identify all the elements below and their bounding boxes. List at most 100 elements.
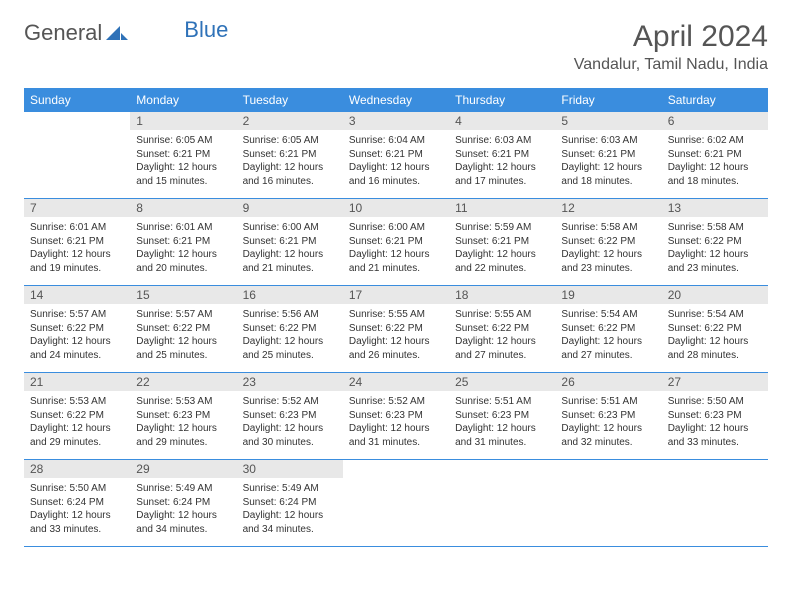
day-number: 30 bbox=[237, 460, 343, 478]
daylight-line: Daylight: 12 hours and 20 minutes. bbox=[136, 248, 230, 275]
sunset-line: Sunset: 6:24 PM bbox=[30, 496, 124, 510]
day-details bbox=[662, 478, 768, 540]
sunrise-line: Sunrise: 6:01 AM bbox=[30, 221, 124, 235]
calendar-week-row: 1Sunrise: 6:05 AMSunset: 6:21 PMDaylight… bbox=[24, 112, 768, 199]
calendar-day-cell bbox=[662, 460, 768, 547]
calendar-week-row: 21Sunrise: 5:53 AMSunset: 6:22 PMDayligh… bbox=[24, 373, 768, 460]
day-details: Sunrise: 6:02 AMSunset: 6:21 PMDaylight:… bbox=[662, 130, 768, 198]
sunset-line: Sunset: 6:23 PM bbox=[668, 409, 762, 423]
sunset-line: Sunset: 6:21 PM bbox=[136, 235, 230, 249]
day-details: Sunrise: 6:01 AMSunset: 6:21 PMDaylight:… bbox=[130, 217, 236, 285]
sunset-line: Sunset: 6:22 PM bbox=[455, 322, 549, 336]
weekday-header: Tuesday bbox=[237, 88, 343, 112]
sunrise-line: Sunrise: 5:58 AM bbox=[561, 221, 655, 235]
day-details: Sunrise: 6:03 AMSunset: 6:21 PMDaylight:… bbox=[555, 130, 661, 198]
day-number bbox=[24, 112, 130, 130]
daylight-line: Daylight: 12 hours and 18 minutes. bbox=[668, 161, 762, 188]
day-details: Sunrise: 6:03 AMSunset: 6:21 PMDaylight:… bbox=[449, 130, 555, 198]
daylight-line: Daylight: 12 hours and 31 minutes. bbox=[349, 422, 443, 449]
calendar-day-cell bbox=[555, 460, 661, 547]
sunrise-line: Sunrise: 5:57 AM bbox=[136, 308, 230, 322]
day-details: Sunrise: 5:55 AMSunset: 6:22 PMDaylight:… bbox=[449, 304, 555, 372]
sunrise-line: Sunrise: 5:56 AM bbox=[243, 308, 337, 322]
day-number: 11 bbox=[449, 199, 555, 217]
sunset-line: Sunset: 6:24 PM bbox=[243, 496, 337, 510]
calendar-day-cell: 30Sunrise: 5:49 AMSunset: 6:24 PMDayligh… bbox=[237, 460, 343, 547]
weekday-header: Friday bbox=[555, 88, 661, 112]
sunrise-line: Sunrise: 5:51 AM bbox=[455, 395, 549, 409]
page-header: General Blue April 2024 Vandalur, Tamil … bbox=[24, 20, 768, 74]
calendar-day-cell: 7Sunrise: 6:01 AMSunset: 6:21 PMDaylight… bbox=[24, 199, 130, 286]
sunset-line: Sunset: 6:23 PM bbox=[243, 409, 337, 423]
day-details bbox=[24, 130, 130, 192]
calendar-day-cell: 9Sunrise: 6:00 AMSunset: 6:21 PMDaylight… bbox=[237, 199, 343, 286]
sunset-line: Sunset: 6:22 PM bbox=[349, 322, 443, 336]
sunrise-line: Sunrise: 6:04 AM bbox=[349, 134, 443, 148]
day-number bbox=[555, 460, 661, 478]
day-details: Sunrise: 5:49 AMSunset: 6:24 PMDaylight:… bbox=[237, 478, 343, 546]
day-details: Sunrise: 5:49 AMSunset: 6:24 PMDaylight:… bbox=[130, 478, 236, 546]
day-number: 19 bbox=[555, 286, 661, 304]
sunrise-line: Sunrise: 5:55 AM bbox=[349, 308, 443, 322]
calendar-day-cell: 28Sunrise: 5:50 AMSunset: 6:24 PMDayligh… bbox=[24, 460, 130, 547]
day-number: 2 bbox=[237, 112, 343, 130]
calendar-day-cell: 17Sunrise: 5:55 AMSunset: 6:22 PMDayligh… bbox=[343, 286, 449, 373]
sunrise-line: Sunrise: 5:58 AM bbox=[668, 221, 762, 235]
sunset-line: Sunset: 6:21 PM bbox=[243, 148, 337, 162]
daylight-line: Daylight: 12 hours and 17 minutes. bbox=[455, 161, 549, 188]
day-number: 4 bbox=[449, 112, 555, 130]
day-number: 26 bbox=[555, 373, 661, 391]
sunset-line: Sunset: 6:21 PM bbox=[455, 235, 549, 249]
sunset-line: Sunset: 6:22 PM bbox=[30, 409, 124, 423]
calendar-day-cell: 3Sunrise: 6:04 AMSunset: 6:21 PMDaylight… bbox=[343, 112, 449, 199]
sunset-line: Sunset: 6:22 PM bbox=[561, 322, 655, 336]
weekday-header: Wednesday bbox=[343, 88, 449, 112]
daylight-line: Daylight: 12 hours and 21 minutes. bbox=[243, 248, 337, 275]
day-number: 7 bbox=[24, 199, 130, 217]
sunrise-line: Sunrise: 5:51 AM bbox=[561, 395, 655, 409]
daylight-line: Daylight: 12 hours and 29 minutes. bbox=[30, 422, 124, 449]
day-details: Sunrise: 6:05 AMSunset: 6:21 PMDaylight:… bbox=[237, 130, 343, 198]
day-number: 28 bbox=[24, 460, 130, 478]
day-details: Sunrise: 5:56 AMSunset: 6:22 PMDaylight:… bbox=[237, 304, 343, 372]
sunrise-line: Sunrise: 5:55 AM bbox=[455, 308, 549, 322]
day-details: Sunrise: 5:52 AMSunset: 6:23 PMDaylight:… bbox=[237, 391, 343, 459]
day-details: Sunrise: 5:58 AMSunset: 6:22 PMDaylight:… bbox=[555, 217, 661, 285]
day-details: Sunrise: 5:51 AMSunset: 6:23 PMDaylight:… bbox=[555, 391, 661, 459]
day-number: 9 bbox=[237, 199, 343, 217]
sunset-line: Sunset: 6:22 PM bbox=[561, 235, 655, 249]
calendar-day-cell: 27Sunrise: 5:50 AMSunset: 6:23 PMDayligh… bbox=[662, 373, 768, 460]
daylight-line: Daylight: 12 hours and 34 minutes. bbox=[136, 509, 230, 536]
calendar-day-cell: 5Sunrise: 6:03 AMSunset: 6:21 PMDaylight… bbox=[555, 112, 661, 199]
sunset-line: Sunset: 6:22 PM bbox=[668, 235, 762, 249]
calendar-day-cell: 22Sunrise: 5:53 AMSunset: 6:23 PMDayligh… bbox=[130, 373, 236, 460]
day-number: 10 bbox=[343, 199, 449, 217]
daylight-line: Daylight: 12 hours and 16 minutes. bbox=[243, 161, 337, 188]
sunrise-line: Sunrise: 5:57 AM bbox=[30, 308, 124, 322]
calendar-day-cell: 14Sunrise: 5:57 AMSunset: 6:22 PMDayligh… bbox=[24, 286, 130, 373]
calendar-day-cell: 15Sunrise: 5:57 AMSunset: 6:22 PMDayligh… bbox=[130, 286, 236, 373]
calendar-day-cell: 26Sunrise: 5:51 AMSunset: 6:23 PMDayligh… bbox=[555, 373, 661, 460]
day-details: Sunrise: 5:55 AMSunset: 6:22 PMDaylight:… bbox=[343, 304, 449, 372]
calendar-day-cell: 12Sunrise: 5:58 AMSunset: 6:22 PMDayligh… bbox=[555, 199, 661, 286]
day-number bbox=[449, 460, 555, 478]
calendar-day-cell bbox=[24, 112, 130, 199]
sunrise-line: Sunrise: 6:05 AM bbox=[136, 134, 230, 148]
day-number: 23 bbox=[237, 373, 343, 391]
day-number: 12 bbox=[555, 199, 661, 217]
daylight-line: Daylight: 12 hours and 25 minutes. bbox=[136, 335, 230, 362]
sunset-line: Sunset: 6:21 PM bbox=[136, 148, 230, 162]
daylight-line: Daylight: 12 hours and 33 minutes. bbox=[668, 422, 762, 449]
calendar-body: 1Sunrise: 6:05 AMSunset: 6:21 PMDaylight… bbox=[24, 112, 768, 547]
sunrise-line: Sunrise: 6:03 AM bbox=[561, 134, 655, 148]
daylight-line: Daylight: 12 hours and 23 minutes. bbox=[668, 248, 762, 275]
calendar-day-cell: 20Sunrise: 5:54 AMSunset: 6:22 PMDayligh… bbox=[662, 286, 768, 373]
daylight-line: Daylight: 12 hours and 26 minutes. bbox=[349, 335, 443, 362]
calendar-day-cell: 29Sunrise: 5:49 AMSunset: 6:24 PMDayligh… bbox=[130, 460, 236, 547]
calendar-week-row: 28Sunrise: 5:50 AMSunset: 6:24 PMDayligh… bbox=[24, 460, 768, 547]
calendar-day-cell bbox=[343, 460, 449, 547]
daylight-line: Daylight: 12 hours and 19 minutes. bbox=[30, 248, 124, 275]
calendar-day-cell: 24Sunrise: 5:52 AMSunset: 6:23 PMDayligh… bbox=[343, 373, 449, 460]
daylight-line: Daylight: 12 hours and 31 minutes. bbox=[455, 422, 549, 449]
day-details: Sunrise: 5:59 AMSunset: 6:21 PMDaylight:… bbox=[449, 217, 555, 285]
